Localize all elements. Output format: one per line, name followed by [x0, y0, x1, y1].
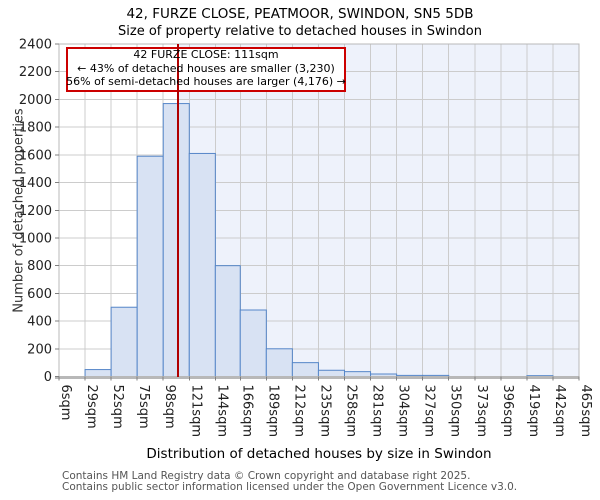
x-tick-label: 29sqm [84, 385, 99, 429]
x-tick-label: 327sqm [422, 385, 437, 438]
x-tick-label: 98sqm [162, 385, 177, 429]
histogram-bar [84, 369, 112, 377]
y-tick-label: 1600 [19, 148, 52, 163]
x-tick-label: 258sqm [343, 385, 358, 438]
histogram-bar [239, 309, 267, 377]
histogram-bar [110, 306, 138, 377]
x-tick-label: 281sqm [370, 385, 385, 438]
x-tick-label: 304sqm [396, 385, 411, 438]
y-tick-label: 800 [27, 259, 52, 274]
histogram-bar [343, 371, 372, 377]
chart-subtitle: Size of property relative to detached ho… [118, 24, 482, 39]
x-tick-label: 350sqm [448, 385, 463, 438]
annotation-line1: 42 FURZE CLOSE: 111sqm [133, 48, 279, 61]
y-tick-label: 2400 [19, 38, 52, 53]
y-tick-label: 200 [27, 342, 52, 357]
x-tick-label: 235sqm [317, 385, 332, 438]
histogram-bar [291, 362, 319, 378]
x-tick-label: 212sqm [291, 385, 306, 438]
annotation-line3: 56% of semi-detached houses are larger (… [66, 75, 346, 88]
y-tick-label: 1000 [19, 231, 52, 246]
x-tick-label: 465sqm [578, 385, 593, 438]
x-tick-label: 166sqm [239, 385, 254, 438]
property-size-marker-line [177, 44, 179, 377]
footer-copyright-line1: Contains HM Land Registry data © Crown c… [62, 470, 471, 482]
annotation-text: 42 FURZE CLOSE: 111sqm ← 43% of detached… [66, 48, 346, 89]
y-tick-label: 600 [27, 287, 52, 302]
y-tick-label: 1400 [19, 176, 52, 191]
footer-copyright-line2: Contains public sector information licen… [62, 481, 518, 493]
y-tick-label: 0 [44, 370, 52, 385]
x-tick-label: 396sqm [500, 385, 515, 438]
annotation-line2: ← 43% of detached houses are smaller (3,… [77, 61, 335, 75]
histogram-bar [188, 152, 216, 377]
x-tick-label: 144sqm [214, 385, 229, 438]
x-tick-label: 189sqm [265, 385, 280, 438]
histogram-bar [317, 369, 345, 377]
histogram-bar [136, 155, 164, 377]
y-tick-label: 2200 [19, 65, 52, 80]
x-tick-label: 373sqm [474, 385, 489, 438]
x-tick-label: 442sqm [552, 385, 567, 438]
chart-title: 42, FURZE CLOSE, PEATMOOR, SWINDON, SN5 … [126, 6, 474, 22]
x-tick-label: 6sqm [58, 385, 73, 421]
x-tick-label: 75sqm [136, 385, 151, 429]
histogram-bar [265, 348, 293, 377]
x-tick-label: 419sqm [526, 385, 541, 438]
histogram-bar [162, 103, 190, 378]
histogram-bar [214, 265, 241, 377]
annotation-box [66, 47, 346, 92]
x-tick-label: 121sqm [188, 385, 203, 438]
x-axis-label: Distribution of detached houses by size … [146, 446, 492, 462]
y-tick-label: 1200 [19, 204, 52, 219]
y-tick-label: 2000 [19, 93, 52, 108]
y-tick-label: 400 [27, 315, 52, 330]
y-tick-label: 1800 [19, 121, 52, 136]
x-tick-label: 52sqm [110, 385, 125, 429]
